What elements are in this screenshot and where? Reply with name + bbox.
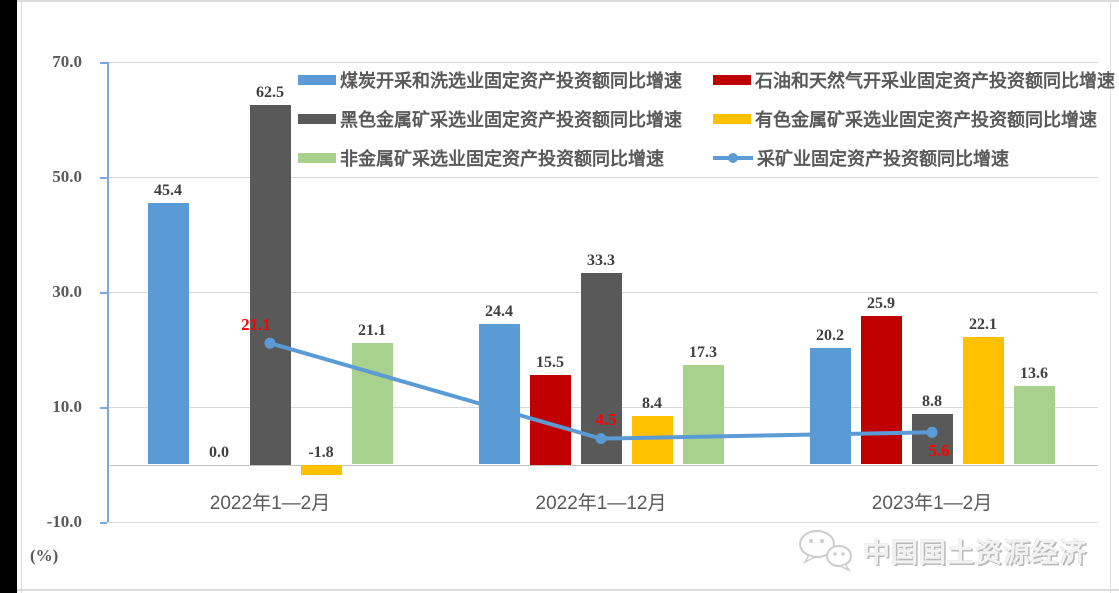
- legend-item: 采矿业固定资产投资额同比增速: [713, 148, 1009, 169]
- bar-value-label: -1.8: [308, 443, 334, 461]
- y-axis-line: [107, 62, 109, 522]
- top-border: [17, 0, 1119, 2]
- y-axis-tick-label: 70.0: [52, 52, 82, 71]
- bar-value-label: 33.3: [587, 252, 615, 270]
- bar: [580, 273, 622, 465]
- bar: [860, 315, 902, 465]
- category-label: 2023年1—2月: [871, 493, 993, 514]
- panel-left-border: [21, 0, 22, 593]
- line-marker: [595, 433, 607, 445]
- legend-swatch: [713, 114, 751, 124]
- line-value-label: 4.5: [595, 409, 617, 429]
- bar-value-label: 15.5: [536, 354, 564, 372]
- legend-label: 石油和天然气开采业固定资产投资额同比增速: [755, 71, 1115, 91]
- bar-value-label: 22.1: [969, 316, 997, 334]
- category-label: 2022年1—12月: [535, 493, 667, 514]
- bar-value-label: 13.6: [1020, 365, 1048, 383]
- y-axis-tick-label: 30.0: [52, 282, 82, 301]
- watermark: 中国国土资源经济: [795, 528, 1087, 572]
- bar-value-label: 0.0: [209, 443, 229, 461]
- bar: [631, 416, 673, 465]
- bottom-border: [17, 589, 1119, 591]
- y-axis-tick-label: 50.0: [52, 167, 82, 186]
- legend-item: 石油和天然气开采业固定资产投资额同比增速: [713, 70, 1115, 91]
- y-axis-unit-label: (%): [30, 546, 59, 565]
- y-axis-tick: [100, 62, 107, 64]
- bar: [478, 324, 520, 465]
- gridline: [107, 177, 1098, 178]
- y-axis-tick: [100, 292, 107, 294]
- bar-value-label: 8.4: [642, 395, 662, 413]
- legend-swatch: [298, 75, 336, 85]
- gridline: [107, 522, 1098, 523]
- bar: [682, 365, 724, 465]
- bar-value-label: 20.2: [816, 327, 844, 345]
- bar: [809, 348, 851, 465]
- panel-right-border: [1110, 0, 1111, 593]
- legend-label: 有色金属矿采选业固定资产投资额同比增速: [755, 110, 1097, 130]
- watermark-text: 中国国土资源经济: [863, 537, 1087, 568]
- bar-value-label: 24.4: [485, 303, 513, 321]
- legend-label: 采矿业固定资产投资额同比增速: [757, 149, 1009, 169]
- zero-axis-line: [107, 465, 1098, 466]
- bar: [147, 203, 189, 465]
- line-value-label: 21.1: [241, 315, 271, 335]
- left-black-strip: [0, 0, 17, 593]
- y-axis-tick: [100, 522, 107, 524]
- y-axis-tick-label: 10.0: [52, 397, 82, 416]
- legend-swatch: [713, 75, 751, 85]
- legend-line-swatch: [713, 153, 753, 163]
- bar: [1013, 386, 1055, 465]
- bar: [351, 343, 393, 465]
- legend-item: 煤炭开采和洗选业固定资产投资额同比增速: [298, 70, 682, 91]
- legend-label: 非金属矿采选业固定资产投资额同比增速: [340, 149, 664, 169]
- gridline: [107, 62, 1098, 63]
- line-value-label: 5.6: [928, 441, 950, 461]
- legend-label: 黑色金属矿采选业固定资产投资额同比增速: [340, 110, 682, 130]
- legend-item: 黑色金属矿采选业固定资产投资额同比增速: [298, 109, 682, 130]
- legend-swatch: [298, 114, 336, 124]
- wechat-icon: [799, 530, 852, 572]
- y-axis-tick: [100, 407, 107, 409]
- bar: [249, 105, 291, 465]
- legend-item: 有色金属矿采选业固定资产投资额同比增速: [713, 109, 1097, 130]
- legend-swatch: [298, 153, 336, 163]
- line-marker: [926, 426, 938, 438]
- bar-value-label: 45.4: [154, 182, 182, 200]
- bar-value-label: 25.9: [867, 294, 895, 312]
- bar-value-label: 21.1: [358, 322, 386, 340]
- y-axis-tick-label: -10.0: [46, 512, 82, 531]
- bar: [300, 464, 342, 475]
- bar-value-label: 17.3: [689, 344, 717, 362]
- legend-label: 煤炭开采和洗选业固定资产投资额同比增速: [340, 71, 682, 91]
- legend-item: 非金属矿采选业固定资产投资额同比增速: [298, 148, 664, 169]
- y-axis-tick: [100, 177, 107, 179]
- bar: [962, 337, 1004, 465]
- category-label: 2022年1—2月: [209, 493, 331, 514]
- bar-value-label: 62.5: [256, 84, 284, 102]
- bar-value-label: 8.8: [922, 392, 942, 410]
- line-marker: [264, 337, 276, 349]
- bar: [911, 413, 953, 465]
